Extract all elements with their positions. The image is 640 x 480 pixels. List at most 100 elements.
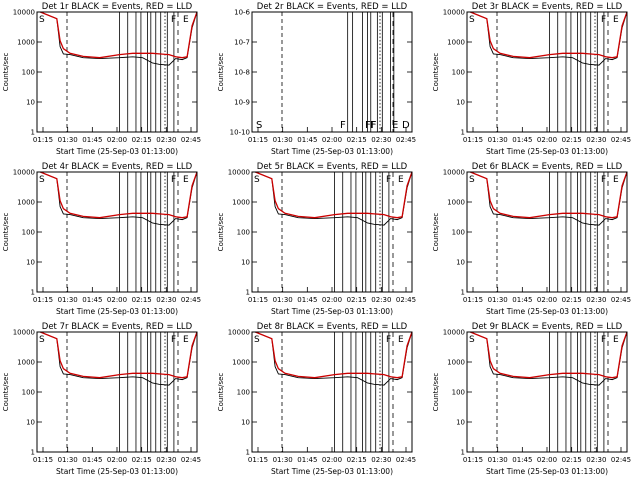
x-tick-label: 01:45	[82, 136, 102, 144]
plot-frame	[466, 331, 628, 453]
plot-frame	[36, 331, 198, 453]
x-axis-label: Start Time (25-Sep-03 01:13:00)	[486, 467, 608, 476]
panel-det3: Det 3r BLACK = Events, RED = LLD Counts/s…	[432, 2, 631, 156]
plot-frame	[251, 171, 413, 293]
y-tick-label: 10	[26, 259, 35, 267]
panel-det8: Det 8r BLACK = Events, RED = LLD Counts/s…	[217, 322, 416, 476]
x-axis-label: Start Time (25-Sep-03 01:13:00)	[56, 467, 178, 476]
annotation-letter: F	[601, 175, 606, 185]
x-tick-label: 01:30	[488, 136, 508, 144]
y-tick-label: 10000	[228, 169, 250, 177]
y-tick-label: 10	[241, 419, 250, 427]
x-tick-label: 02:15	[562, 136, 582, 144]
panel-title: Det 9r BLACK = Events, RED = LLD	[472, 322, 623, 332]
y-tick-label: 1	[31, 289, 35, 297]
x-tick-label: 01:15	[463, 456, 483, 464]
annotation-letter: S	[39, 15, 45, 25]
y-tick-label: 1	[461, 289, 465, 297]
x-axis-label: Start Time (25-Sep-03 01:13:00)	[271, 467, 393, 476]
x-axis-label: Start Time (25-Sep-03 01:13:00)	[486, 147, 608, 156]
annotation-letter: F	[601, 15, 606, 25]
panel-det2: Det 2r BLACK = Events, RED = LLD Counts/s…	[217, 2, 416, 156]
y-tick-label: 10000	[443, 169, 465, 177]
y-tick-label: 10-8	[234, 69, 250, 77]
y-tick-label: 1	[461, 129, 465, 137]
x-tick-label: 01:45	[512, 456, 532, 464]
y-tick-label: 1000	[17, 359, 35, 367]
x-tick-label: 01:15	[463, 136, 483, 144]
annotation-letter: E	[392, 120, 398, 131]
panel-title: Det 5r BLACK = Events, RED = LLD	[257, 162, 408, 172]
x-tick-label: 02:30	[156, 456, 176, 464]
annotation-letter: D	[402, 120, 410, 131]
y-axis-label: Counts/sec	[217, 53, 225, 92]
x-axis-label: Start Time (25-Sep-03 01:13:00)	[271, 307, 393, 316]
x-tick-label: 02:00	[322, 136, 342, 144]
x-tick-label: 01:45	[82, 456, 102, 464]
plot-frame	[251, 331, 413, 453]
x-tick-label: 02:30	[371, 296, 391, 304]
plot-frame	[466, 11, 628, 133]
x-tick-label: 01:45	[297, 136, 317, 144]
x-tick-label: 02:30	[371, 136, 391, 144]
y-tick-label: 10000	[13, 329, 35, 337]
annotation-letter: F	[386, 175, 391, 185]
y-tick-label: 10-6	[234, 9, 250, 17]
series-lld	[470, 171, 628, 219]
x-tick-label: 02:00	[537, 136, 557, 144]
annotation-letter: S	[469, 15, 475, 25]
y-tick-label: 10	[456, 259, 465, 267]
panel-title: Det 3r BLACK = Events, RED = LLD	[472, 2, 623, 12]
y-tick-label: 100	[22, 389, 35, 397]
x-tick-label: 01:15	[463, 296, 483, 304]
y-tick-label: 100	[237, 389, 250, 397]
x-tick-label: 02:00	[107, 136, 127, 144]
x-tick-label: 02:15	[132, 456, 152, 464]
x-tick-label: 01:15	[33, 456, 53, 464]
panel-title: Det 7r BLACK = Events, RED = LLD	[42, 322, 193, 332]
panel-title: Det 6r BLACK = Events, RED = LLD	[472, 162, 623, 172]
annotation-letter: F	[171, 335, 176, 345]
y-tick-label: 1000	[447, 199, 465, 207]
y-tick-label: 100	[452, 229, 465, 237]
annotation-letter: E	[613, 175, 619, 185]
x-tick-label: 01:45	[512, 296, 532, 304]
annotation-letter: F	[171, 175, 176, 185]
y-tick-label: 10000	[443, 329, 465, 337]
annotation-letter: E	[613, 15, 619, 25]
y-tick-label: 1000	[232, 359, 250, 367]
x-tick-label: 02:00	[107, 296, 127, 304]
series-events	[470, 11, 628, 66]
y-tick-label: 10	[26, 419, 35, 427]
y-tick-label: 1	[31, 129, 35, 137]
plot-frame	[251, 11, 413, 133]
annotation-letter: S	[469, 335, 475, 345]
x-tick-label: 02:30	[586, 456, 606, 464]
x-tick-label: 01:15	[248, 296, 268, 304]
y-tick-label: 10000	[13, 9, 35, 17]
x-tick-label: 02:15	[132, 136, 152, 144]
x-tick-label: 02:15	[562, 456, 582, 464]
y-tick-label: 1	[31, 449, 35, 457]
y-axis-label: Counts/sec	[2, 213, 10, 252]
y-tick-label: 100	[237, 229, 250, 237]
panel-det5: Det 5r BLACK = Events, RED = LLD Counts/s…	[217, 162, 416, 316]
x-tick-label: 02:00	[537, 296, 557, 304]
x-tick-label: 01:15	[33, 296, 53, 304]
x-tick-label: 02:00	[322, 296, 342, 304]
panel-det4: Det 4r BLACK = Events, RED = LLD Counts/s…	[2, 162, 201, 316]
y-tick-label: 100	[22, 229, 35, 237]
y-tick-label: 10000	[228, 329, 250, 337]
x-tick-label: 01:30	[273, 456, 293, 464]
x-tick-label: 02:30	[371, 456, 391, 464]
series-lld	[255, 331, 413, 379]
annotation-letter: E	[613, 335, 619, 345]
annotation-letter: E	[183, 335, 189, 345]
annotation-letter: E	[398, 175, 404, 185]
y-tick-label: 10	[456, 419, 465, 427]
y-tick-label: 10-7	[234, 39, 250, 47]
y-tick-label: 1	[461, 449, 465, 457]
x-tick-label: 01:45	[512, 136, 532, 144]
plot-frame	[36, 11, 198, 133]
